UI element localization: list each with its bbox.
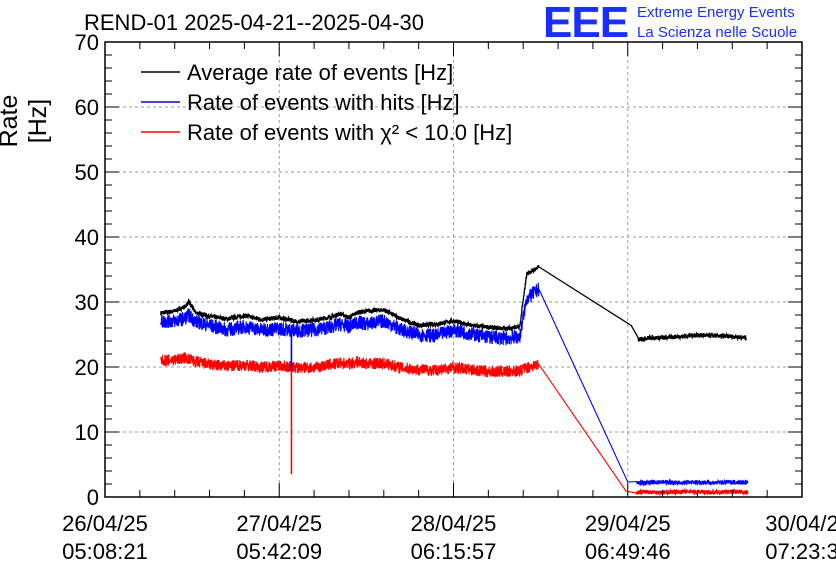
x-tick-time-1: 05:42:09 — [236, 539, 322, 564]
y-tick-label-0: 0 — [87, 485, 99, 510]
series-line-average — [160, 264, 747, 343]
x-tick-date-3: 29/04/25 — [585, 511, 671, 536]
y-tick-label-30: 30 — [75, 290, 99, 315]
x-tick-time-2: 06:15:57 — [411, 539, 497, 564]
x-tick-time-3: 06:49:46 — [585, 539, 671, 564]
eee-logo-mark: EEE — [543, 0, 629, 47]
logo-line-1: Extreme Energy Events — [637, 4, 795, 21]
legend-label-average: Average rate of events [Hz] — [187, 60, 453, 85]
axis-ticks — [104, 41, 803, 498]
y-tick-label-70: 70 — [75, 30, 99, 55]
y-tick-label-40: 40 — [75, 225, 99, 250]
legend-label-chi2: Rate of events with χ² < 10.0 [Hz] — [187, 120, 512, 145]
series-line-hits — [160, 282, 749, 487]
chart-title: REND-01 2025-04-21--2025-04-30 — [84, 10, 424, 35]
legend: Average rate of events [Hz] Rate of event… — [141, 60, 512, 145]
y-tick-label-20: 20 — [75, 355, 99, 380]
x-tick-date-2: 28/04/25 — [411, 511, 497, 536]
legend-label-hits: Rate of events with hits [Hz] — [187, 90, 460, 115]
x-tick-labels: 26/04/25 05:08:21 27/04/25 05:42:09 28/04/25… — [62, 511, 836, 564]
logo-line-2: La Scienza nelle Scuole — [637, 24, 798, 41]
series-line-chi2 — [160, 352, 749, 497]
series-group — [160, 264, 749, 497]
y-axis-label: Rate [Hz] — [0, 94, 52, 148]
x-tick-date-0: 26/04/25 — [62, 511, 148, 536]
y-tick-label-60: 60 — [75, 95, 99, 120]
x-tick-time-0: 05:08:21 — [62, 539, 148, 564]
x-tick-date-4: 30/04/2 — [765, 511, 836, 536]
x-tick-time-4: 07:23:3 — [765, 539, 836, 564]
x-tick-date-1: 27/04/25 — [236, 511, 322, 536]
y-tick-label-50: 50 — [75, 160, 99, 185]
y-tick-label-10: 10 — [75, 420, 99, 445]
y-tick-labels: 0 10 20 30 40 50 60 70 — [75, 30, 99, 510]
